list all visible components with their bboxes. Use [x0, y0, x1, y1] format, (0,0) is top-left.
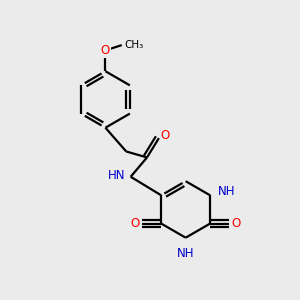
- Text: NH: NH: [177, 247, 194, 260]
- Text: O: O: [161, 129, 170, 142]
- Text: HN: HN: [108, 169, 125, 182]
- Text: O: O: [231, 217, 241, 230]
- Text: NH: NH: [218, 185, 235, 198]
- Text: CH₃: CH₃: [125, 40, 144, 50]
- Text: O: O: [131, 217, 140, 230]
- Text: O: O: [101, 44, 110, 57]
